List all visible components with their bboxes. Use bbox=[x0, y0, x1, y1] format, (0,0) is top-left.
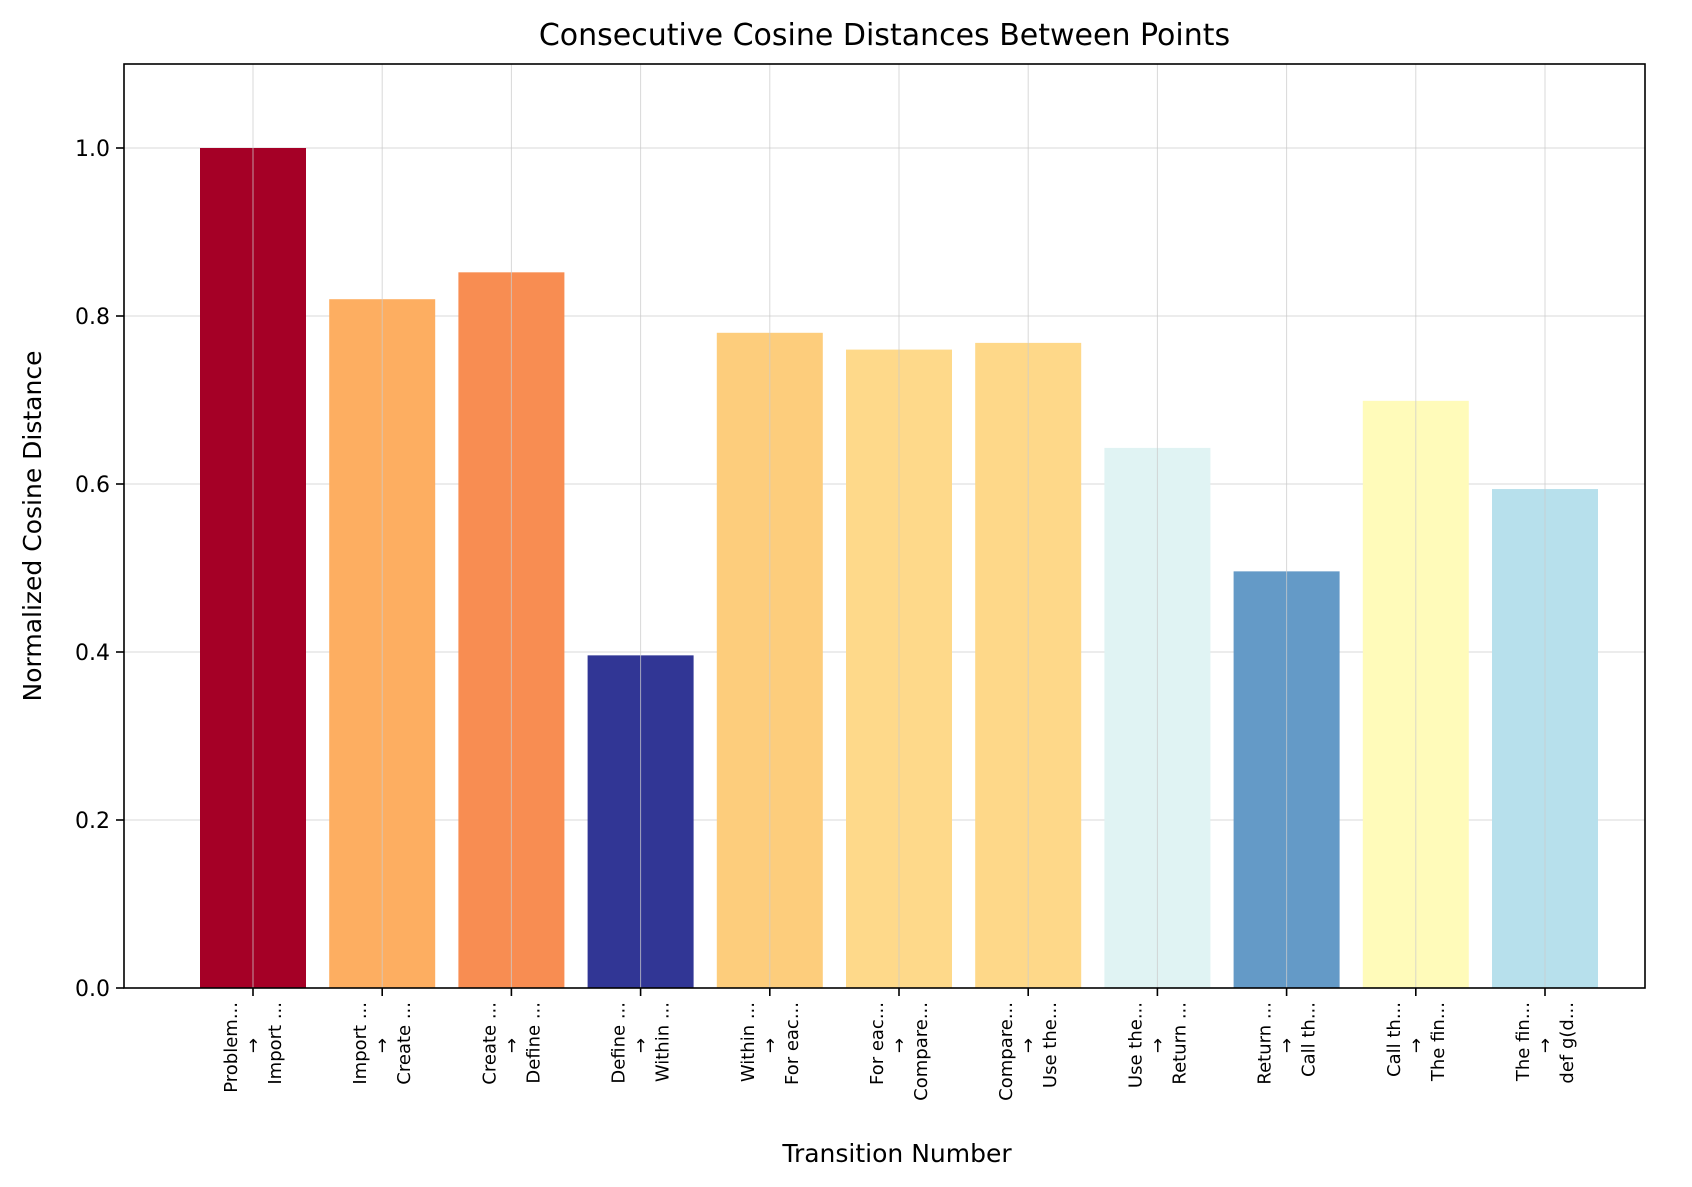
x-tick-label-line: Create ... bbox=[479, 1002, 500, 1085]
x-tick-label-line: → bbox=[372, 1038, 393, 1053]
x-tick-label-line: Call th... bbox=[1384, 1002, 1405, 1077]
y-tick-label: 1.0 bbox=[75, 137, 110, 162]
x-tick-label-line: Use the... bbox=[1125, 1002, 1146, 1088]
x-tick-label-line: Create ... bbox=[394, 1002, 415, 1085]
vertical-grid bbox=[252, 64, 1546, 988]
y-axis-label: Normalized Cosine Distance bbox=[18, 351, 47, 702]
x-tick-label-line: Define ... bbox=[609, 1002, 630, 1084]
x-tick-label: Import ... → Create ... bbox=[350, 1002, 415, 1085]
x-tick-label-line: Problem... bbox=[221, 1002, 242, 1093]
x-tick-label-line: Return ... bbox=[1255, 1002, 1276, 1085]
x-tick-label: Define ... → Within ... bbox=[609, 1002, 674, 1084]
x-tick-label: Use the... → Return ... bbox=[1125, 1002, 1190, 1088]
x-tick-label-line: → bbox=[1406, 1038, 1427, 1053]
y-tick-label: 0.0 bbox=[75, 977, 110, 1002]
x-tick-label-line: Return ... bbox=[1169, 1002, 1190, 1085]
x-tick-label-line: Compare... bbox=[996, 1002, 1017, 1101]
x-tick-label-line: Use the... bbox=[1040, 1002, 1061, 1088]
x-tick-label: For eac... → Compare... bbox=[867, 1002, 932, 1101]
chart-title: Consecutive Cosine Distances Between Poi… bbox=[539, 18, 1230, 53]
x-tick-label-line: Define ... bbox=[523, 1002, 544, 1084]
x-axis-label: Transition Number bbox=[781, 1139, 1012, 1168]
x-tick-label-line: For eac... bbox=[867, 1002, 888, 1085]
y-ticks: 0.0 0.2 0.4 0.6 0.8 1.0 bbox=[75, 137, 124, 1002]
x-tick-label-line: → bbox=[889, 1038, 910, 1053]
x-tick-label-line: For eac... bbox=[782, 1002, 803, 1085]
y-tick-label: 0.6 bbox=[75, 473, 110, 498]
x-tick-label-line: def g(d... bbox=[1557, 1002, 1578, 1084]
x-tick-label-line: Import ... bbox=[350, 1002, 371, 1085]
x-tick-label: Return ... → Call th... bbox=[1255, 1002, 1320, 1085]
x-tick-label-line: Compare... bbox=[911, 1002, 932, 1101]
x-tick-label-line: → bbox=[760, 1038, 781, 1053]
x-tick-label-line: → bbox=[1018, 1038, 1039, 1053]
y-tick-label: 0.2 bbox=[75, 809, 110, 834]
x-tick-label-line: → bbox=[1147, 1038, 1168, 1053]
plot-frame bbox=[123, 63, 1646, 989]
x-tick-label: Compare... → Use the... bbox=[996, 1002, 1061, 1101]
x-tick-label-line: Import ... bbox=[265, 1002, 286, 1085]
x-tick-label-line: → bbox=[1277, 1038, 1298, 1053]
x-tick-label-line: The fin... bbox=[1428, 1002, 1449, 1082]
x-ticks: Problem... → Import ... Import ... → Create .… bbox=[221, 988, 1578, 1101]
x-tick-label-line: Within ... bbox=[738, 1002, 759, 1082]
x-tick-label-line: Within ... bbox=[653, 1002, 674, 1082]
y-tick-label: 0.4 bbox=[75, 641, 110, 666]
x-tick-label: Call th... → The fin... bbox=[1384, 1002, 1449, 1082]
x-tick-label: Problem... → Import ... bbox=[221, 1002, 286, 1093]
x-tick-label: Within ... → For eac... bbox=[738, 1002, 803, 1085]
x-tick-label-line: Call th... bbox=[1299, 1002, 1320, 1077]
y-tick-label: 0.8 bbox=[75, 305, 110, 330]
x-tick-label-line: The fin... bbox=[1513, 1002, 1534, 1082]
x-tick-label-line: → bbox=[501, 1038, 522, 1053]
x-tick-label-line: → bbox=[631, 1038, 652, 1053]
x-tick-label: The fin... → def g(d... bbox=[1513, 1002, 1578, 1084]
x-tick-label-line: → bbox=[1535, 1038, 1556, 1053]
x-tick-label: Create ... → Define ... bbox=[479, 1002, 544, 1085]
x-tick-label-line: → bbox=[243, 1038, 264, 1053]
